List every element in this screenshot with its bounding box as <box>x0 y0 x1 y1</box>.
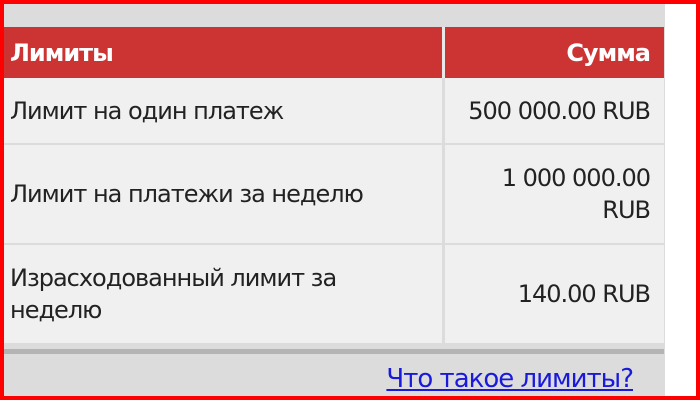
limit-value: 1 000 000.00 RUB <box>443 144 664 245</box>
limit-label: Лимит на платежи за неделю <box>4 144 445 245</box>
limit-label: Израсходованный лимит за неделю <box>4 244 445 345</box>
limits-table: Лимиты Сумма Лимит на один платеж 500 00… <box>4 27 664 345</box>
table-row: Лимит на один платеж 500 000.00 RUB <box>4 78 664 145</box>
header-amount: Сумма <box>443 27 664 78</box>
limit-value: 140.00 RUB <box>443 244 664 345</box>
limit-label: Лимит на один платеж <box>4 78 445 145</box>
table-row: Лимит на платежи за неделю 1 000 000.00 … <box>4 144 664 245</box>
table-row: Израсходованный лимит за неделю 140.00 R… <box>4 244 664 345</box>
table-header: Лимиты Сумма <box>4 27 664 78</box>
limit-value: 500 000.00 RUB <box>443 78 664 145</box>
what-are-limits-link[interactable]: Что такое лимиты? <box>386 364 634 394</box>
header-limits: Лимиты <box>4 27 445 78</box>
limits-panel: Лимиты Сумма Лимит на один платеж 500 00… <box>4 4 665 396</box>
table-bottom-divider <box>4 349 664 354</box>
